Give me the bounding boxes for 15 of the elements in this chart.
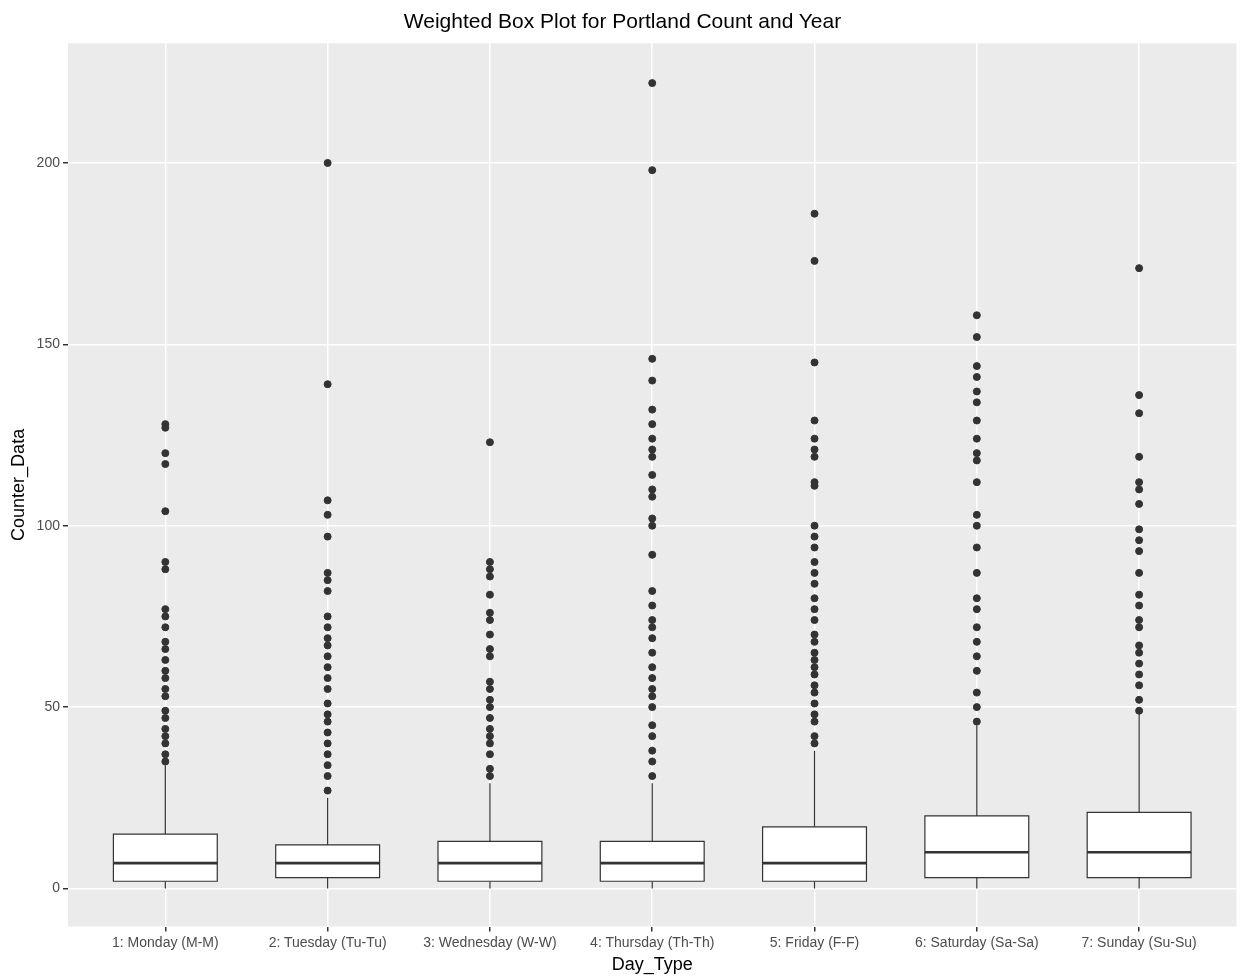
x-tick-label: 5: Friday (F-F) bbox=[769, 933, 860, 950]
y-tick-label: 100 bbox=[36, 516, 61, 533]
x-tick-label: 4: Thursday (Th-Th) bbox=[590, 933, 715, 950]
y-tick-label: 50 bbox=[44, 697, 61, 714]
y-axis-title: Counter_Data bbox=[7, 427, 29, 541]
x-tick-label: 3: Wednesday (W-W) bbox=[423, 933, 557, 950]
x-tick-label: 2: Tuesday (Tu-Tu) bbox=[268, 933, 387, 950]
x-tick-label: 6: Saturday (Sa-Sa) bbox=[914, 933, 1039, 950]
y-tick-label: 150 bbox=[36, 335, 61, 352]
chart-title: Weighted Box Plot for Portland Count and Year bbox=[403, 9, 842, 33]
y-tick-label: 200 bbox=[36, 153, 61, 170]
x-tick-label: 7: Sunday (Su-Su) bbox=[1081, 933, 1197, 950]
y-tick-label: 0 bbox=[52, 879, 61, 896]
x-tick-label: 1: Monday (M-M) bbox=[112, 933, 219, 950]
x-axis-title: Day_Type bbox=[611, 954, 693, 976]
